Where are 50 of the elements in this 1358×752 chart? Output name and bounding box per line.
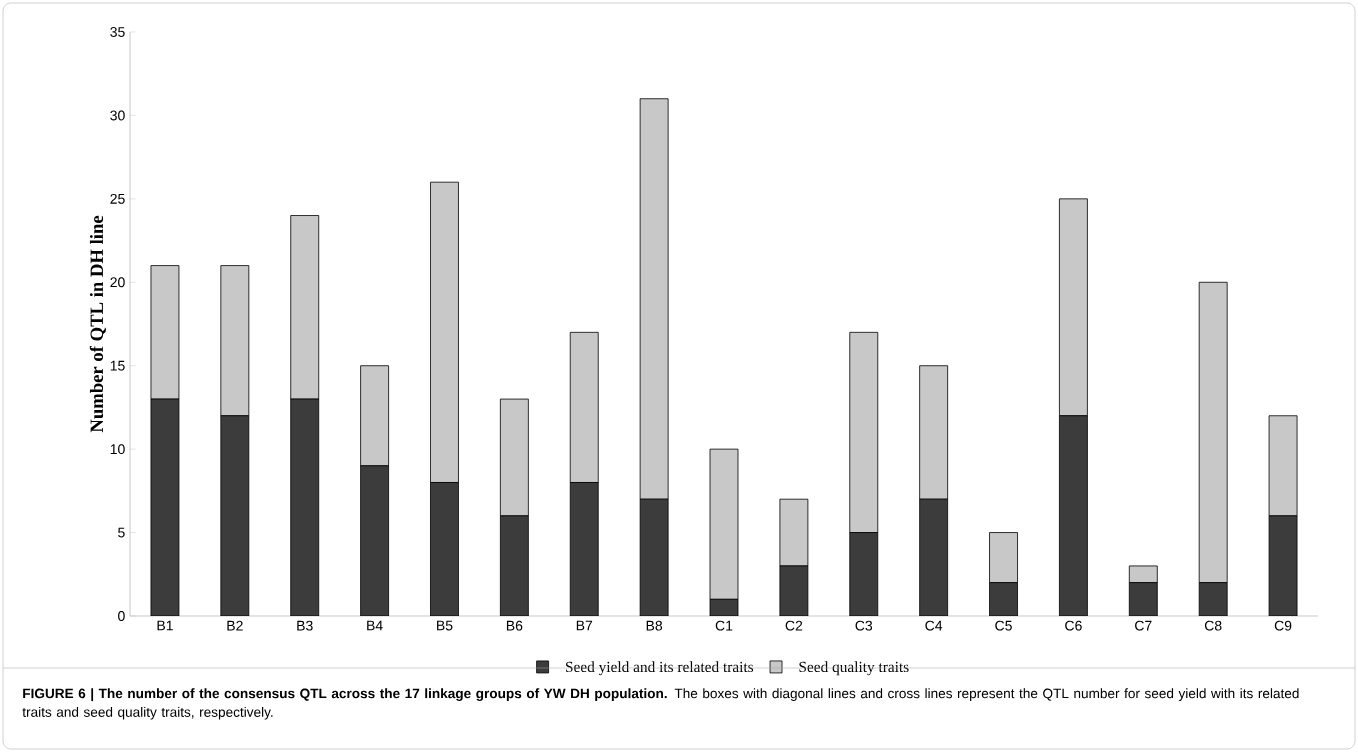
bar <box>1198 582 1228 616</box>
bar <box>919 498 949 616</box>
x-tick-label: C9 <box>1274 620 1292 631</box>
bar <box>1059 415 1088 616</box>
legend-label: Seed yield and its related traits <box>566 661 754 676</box>
bar <box>989 532 1018 584</box>
bar <box>430 482 459 616</box>
x-tick-label: C6 <box>1065 620 1082 631</box>
x-tick-label: B6 <box>506 620 523 631</box>
legend-label: Seed quality traits <box>799 661 909 676</box>
text: The boxes with diagonal lines and cross lines represent the QTL number for seed yield with its related <box>674 688 1299 701</box>
x-tick-label: B8 <box>646 620 663 631</box>
bar <box>569 482 599 616</box>
x-tick-label: B4 <box>367 620 383 631</box>
bar <box>1128 565 1158 584</box>
y-axis-title: Number of QTL in DH line <box>89 215 106 433</box>
y-tick-label: 15 <box>110 360 125 371</box>
bar <box>709 448 739 600</box>
y-tick-label: 5 <box>118 527 125 538</box>
bar <box>499 515 529 616</box>
bar <box>150 398 180 616</box>
y-tick-label: 10 <box>110 444 125 455</box>
x-tick-label: B5 <box>437 620 453 631</box>
x-tick-label: B7 <box>576 620 593 631</box>
x-tick-label: B2 <box>227 620 243 631</box>
x-tick-label: C5 <box>995 620 1012 631</box>
text: FIGURE 6 | The number of the consensus QTL across the 17 linkage groups of YW DH population. <box>23 688 667 702</box>
x-tick-label: C3 <box>855 620 873 631</box>
x-tick-label: C7 <box>1135 620 1152 631</box>
bar <box>779 498 809 567</box>
x-tick-label: C8 <box>1204 620 1222 631</box>
bar <box>1128 582 1158 616</box>
bar <box>849 532 879 616</box>
x-tick-label: B1 <box>157 620 173 631</box>
bar <box>639 498 669 616</box>
x-tick-label: C4 <box>925 620 943 631</box>
y-tick-label: 35 <box>110 27 125 37</box>
y-tick-label: 30 <box>110 110 125 121</box>
y-tick-label: 20 <box>110 277 125 288</box>
x-tick-label: B3 <box>297 620 313 631</box>
bar <box>989 582 1018 616</box>
bar <box>1268 515 1298 616</box>
y-tick-label: 0 <box>118 611 125 621</box>
text: traits and seed quality traits, respectively. <box>22 706 273 720</box>
y-tick-label: 25 <box>110 193 125 204</box>
bar <box>290 398 320 616</box>
bar <box>360 465 389 616</box>
x-tick-label: C2 <box>785 620 803 631</box>
x-tick-label: C1 <box>715 620 733 631</box>
bar <box>220 415 250 616</box>
